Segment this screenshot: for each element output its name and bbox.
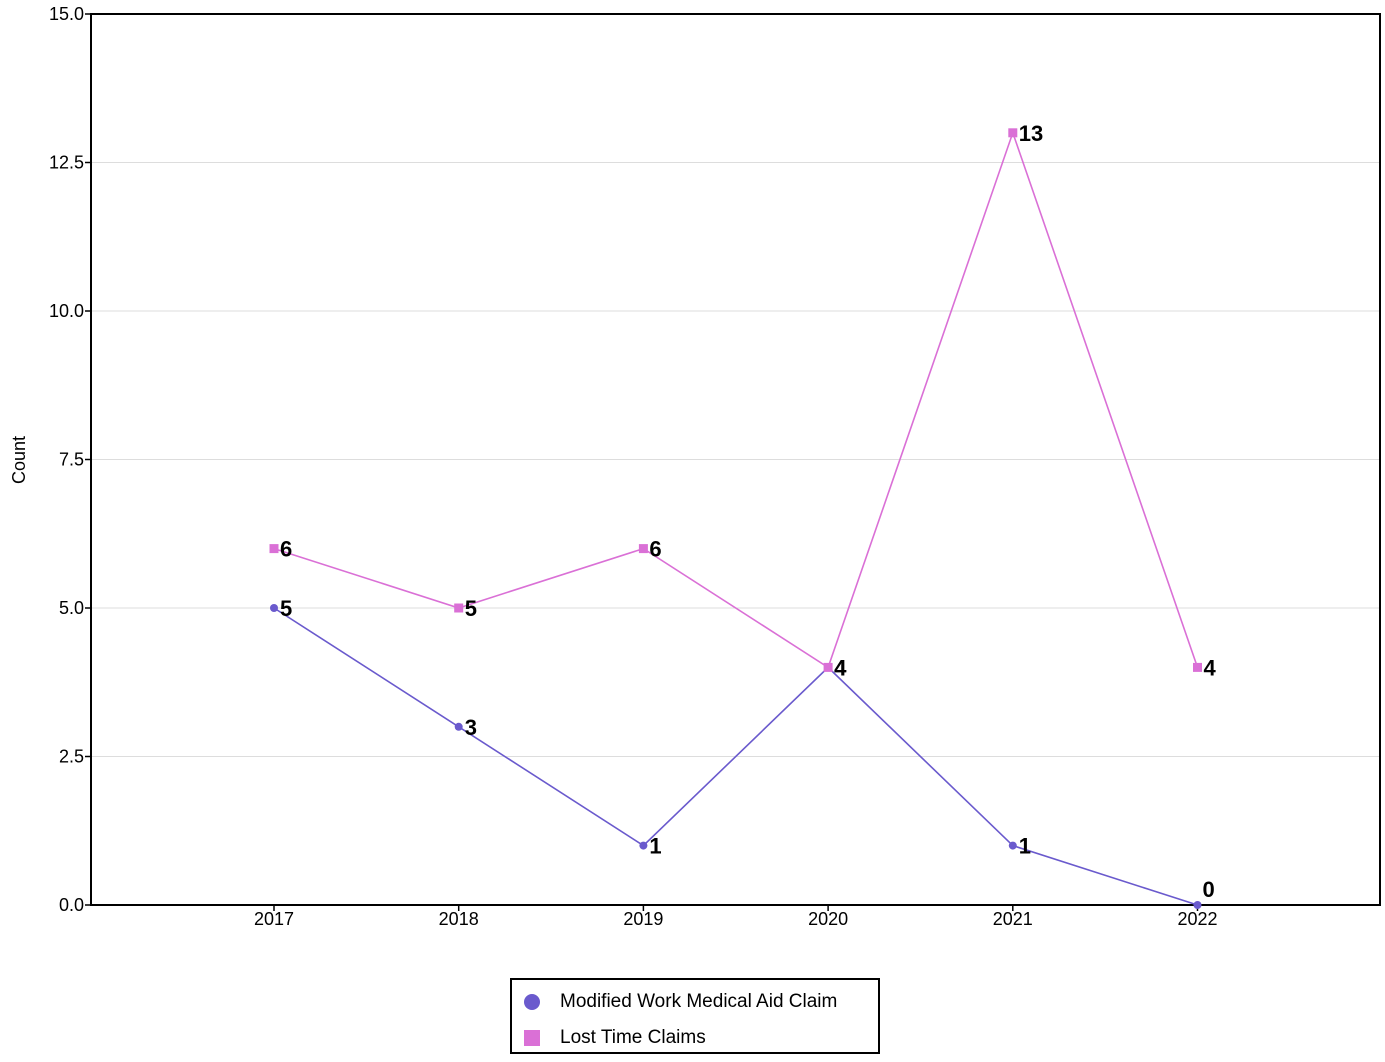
data-label: 1 bbox=[649, 834, 661, 859]
legend-item-series-1: Modified Work Medical Aid Claim bbox=[524, 990, 837, 1014]
data-point-square bbox=[454, 603, 464, 613]
x-tick-label: 2017 bbox=[254, 909, 294, 929]
data-label: 13 bbox=[1019, 121, 1043, 146]
series-line-2 bbox=[273, 130, 1199, 669]
data-label: 1 bbox=[1019, 834, 1031, 859]
legend-label-series-2: Lost Time Claims bbox=[560, 1027, 706, 1048]
legend-item-series-2: Lost Time Claims bbox=[524, 1026, 706, 1050]
data-label: 6 bbox=[280, 537, 292, 562]
data-point-circle bbox=[639, 841, 648, 850]
x-tick-label: 2021 bbox=[993, 909, 1033, 929]
data-label: 6 bbox=[649, 537, 661, 562]
legend-circle-marker bbox=[524, 994, 540, 1010]
y-axis-ticks: 0.0 2.5 5.0 7.5 10.0 12.5 15.0 bbox=[49, 4, 91, 915]
series-line-1 bbox=[273, 607, 1198, 906]
y-axis-label: Count bbox=[9, 436, 29, 484]
y-tick-label: 12.5 bbox=[49, 153, 84, 173]
data-label: 4 bbox=[834, 655, 847, 680]
data-label: 3 bbox=[465, 715, 477, 740]
data-point-square bbox=[269, 544, 279, 554]
y-tick-label: 0.0 bbox=[59, 895, 84, 915]
x-tick-label: 2020 bbox=[808, 909, 848, 929]
data-label: 5 bbox=[465, 596, 477, 621]
y-tick-label: 7.5 bbox=[59, 450, 84, 470]
data-label: 0 bbox=[1203, 877, 1215, 902]
y-tick-label: 15.0 bbox=[49, 4, 84, 24]
legend-square-marker bbox=[524, 1030, 540, 1046]
y-tick-label: 5.0 bbox=[59, 598, 84, 618]
grid-lines bbox=[91, 162, 1380, 757]
data-point-square bbox=[1008, 128, 1018, 138]
data-label: 4 bbox=[834, 655, 847, 680]
data-point-square bbox=[1193, 662, 1202, 672]
x-tick-label: 2019 bbox=[623, 909, 663, 929]
legend-label-series-1: Modified Work Medical Aid Claim bbox=[560, 991, 838, 1012]
data-point-circle bbox=[1008, 841, 1017, 850]
y-tick-label: 10.0 bbox=[49, 301, 84, 321]
data-label: 4 bbox=[1204, 655, 1217, 680]
legend: Modified Work Medical Aid Claim Lost Tim… bbox=[510, 978, 880, 1054]
x-tick-label: 2018 bbox=[439, 909, 479, 929]
data-point-circle bbox=[1193, 901, 1202, 909]
data-point-square bbox=[638, 544, 648, 554]
data-point-circle bbox=[270, 604, 278, 612]
data-point-circle bbox=[454, 722, 463, 731]
x-tick-label: 2022 bbox=[1177, 909, 1217, 929]
series-layer bbox=[269, 128, 1202, 909]
data-label: 5 bbox=[280, 596, 292, 621]
data-point-square bbox=[823, 662, 833, 672]
y-tick-label: 2.5 bbox=[59, 747, 84, 767]
x-axis-ticks: 2017 2018 2019 2020 2021 2022 bbox=[254, 905, 1218, 929]
